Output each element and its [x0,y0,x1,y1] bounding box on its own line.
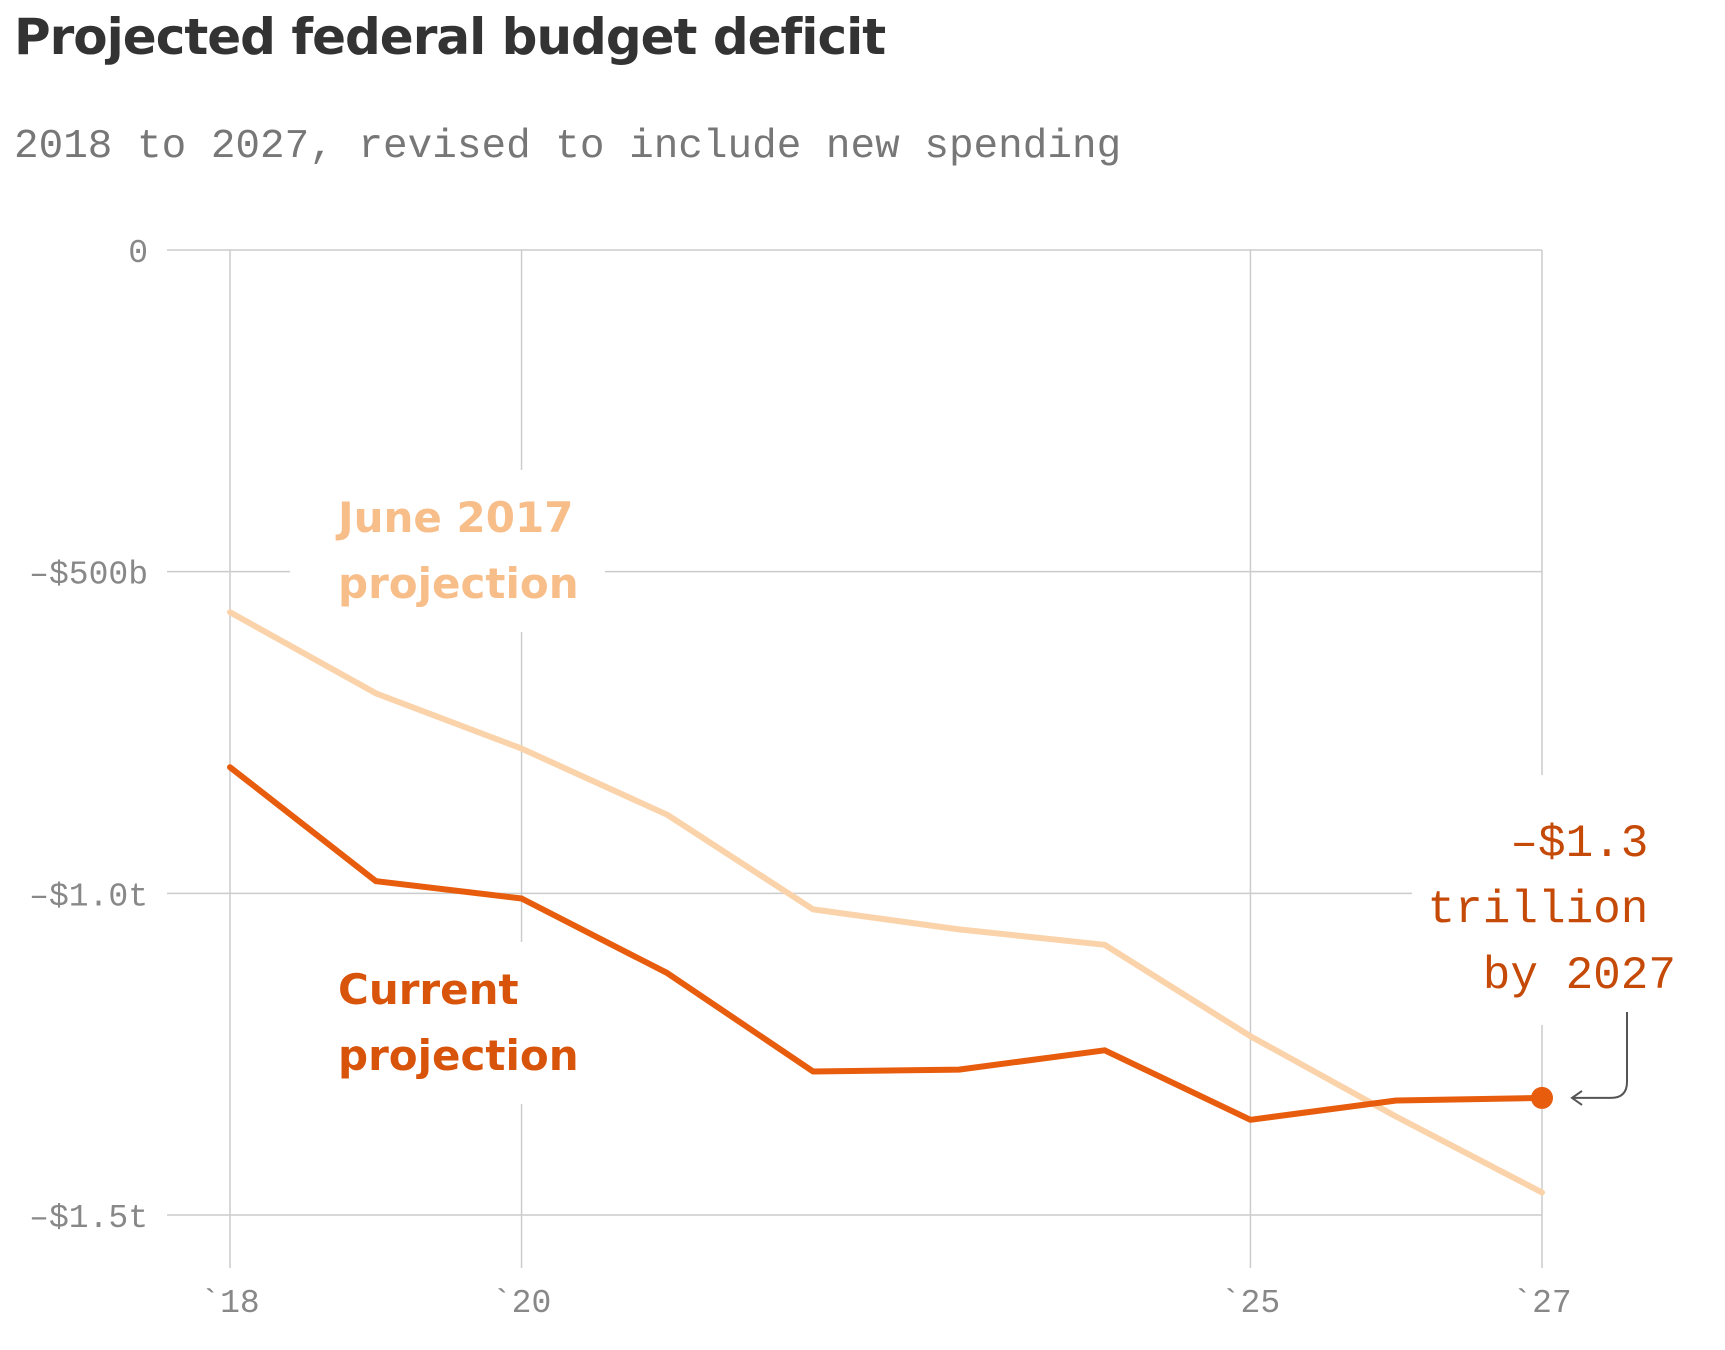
annotation-line: trillion [1428,884,1649,936]
x-tick-label: `20 [492,1285,551,1322]
chart-title: Projected federal budget deficit [14,8,886,66]
y-tick-label: 0 [128,235,148,272]
series-line-june-2017-projection [227,609,1545,1196]
x-tick-label: `18 [200,1285,259,1322]
x-tick-label: `27 [1512,1285,1571,1322]
chart-subtitle: 2018 to 2027, revised to include new spe… [14,124,1122,170]
annotation-arrowhead [1570,1090,1583,1106]
series-label-line: Current [338,965,519,1014]
y-tick-label: –$1.0t [29,878,148,915]
label-mask [1412,775,1682,1025]
series-label-current-projection: Current projection [338,965,579,1080]
series-label-line: projection [338,1031,579,1080]
series-label-line: June 2017 [335,493,573,542]
label-masks [290,470,1682,1104]
label-mask [290,942,540,1104]
annotation-line: –$1.3 [1510,818,1648,870]
y-tick-label: –$500b [29,557,148,594]
x-tick-label: `25 [1221,1285,1280,1322]
series-label-june-2017-projection: June 2017 projection [335,493,588,608]
endpoint-annotation: –$1.3 trillion by 2027 [1428,818,1676,1002]
vertical-gridlines [229,250,1543,1268]
annotation-line: by 2027 [1483,950,1676,1002]
annotation-arrow [1572,1012,1628,1099]
y-tick-label: –$1.5t [29,1200,148,1237]
endpoint-marker [1531,1086,1553,1109]
series-line-current-projection [227,764,1545,1123]
series-label-line: projection [338,559,579,608]
label-mask [290,470,605,632]
